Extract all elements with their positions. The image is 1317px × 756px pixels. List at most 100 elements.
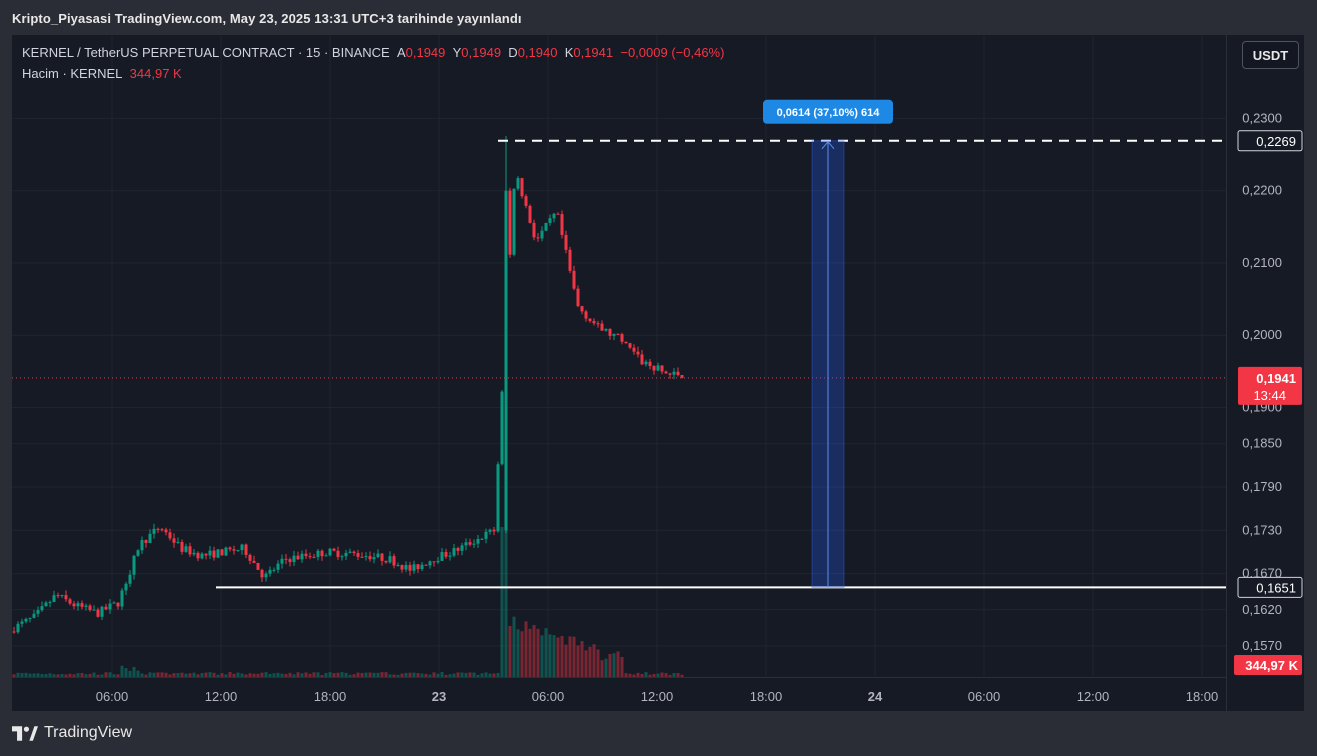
volume-bar — [304, 672, 308, 677]
volume-bar — [104, 672, 108, 677]
candle-body — [464, 542, 468, 546]
time-tick-label: 18:00 — [750, 689, 783, 704]
candle-body — [260, 569, 264, 578]
volume-bar — [612, 653, 616, 677]
candle-body — [476, 538, 480, 544]
time-tick-label: 18:00 — [1186, 689, 1219, 704]
volume-bar — [500, 527, 504, 677]
volume-bar — [428, 674, 432, 677]
candle-body — [396, 565, 400, 567]
solid-level-tag: 0,1651 — [1256, 580, 1296, 595]
candle-body — [196, 552, 200, 559]
tradingview-logo[interactable]: TradingView — [12, 724, 132, 742]
volume-bar — [32, 673, 36, 677]
candle-body — [192, 552, 196, 555]
volume-bar — [108, 672, 112, 677]
volume-bar — [412, 672, 416, 677]
candle-body — [32, 613, 36, 618]
dashed-level-tag-box — [1237, 130, 1303, 152]
volume-bar — [476, 674, 480, 677]
volume-bar — [244, 674, 248, 677]
volume-bar — [460, 672, 464, 677]
volume-bar — [536, 628, 540, 677]
candle-body — [284, 558, 288, 560]
time-tick-label: 06:00 — [968, 689, 1001, 704]
volume-bar — [472, 672, 476, 677]
candle-body — [188, 546, 192, 555]
volume-bar — [320, 674, 324, 677]
price-tick-label: 0,2300 — [1242, 110, 1282, 125]
candle-body — [408, 564, 412, 571]
candle-body — [512, 188, 516, 255]
volume-bar — [296, 672, 300, 677]
candle-body — [504, 190, 508, 531]
currency-button[interactable]: USDT — [1242, 41, 1299, 69]
volume-bar — [488, 673, 492, 677]
candle-body — [220, 549, 224, 556]
volume-bar — [636, 672, 640, 677]
candle-body — [564, 234, 568, 250]
volume-bar — [580, 640, 584, 677]
candle-body — [160, 529, 164, 531]
candle-body — [516, 178, 520, 189]
volume-bar — [260, 672, 264, 677]
volume-bar — [268, 673, 272, 677]
volume-bar — [568, 636, 572, 677]
candle-body — [116, 602, 120, 607]
volume-bar — [232, 673, 236, 677]
candle-body — [240, 544, 244, 551]
volume-bar — [392, 674, 396, 677]
volume-bar — [20, 673, 24, 677]
time-tick-label: 12:00 — [641, 689, 674, 704]
volume-bar — [212, 672, 216, 677]
candle-body — [204, 553, 208, 556]
candle-body — [452, 548, 456, 556]
candle-body — [148, 533, 152, 543]
volume-bar — [584, 650, 588, 677]
candle-body — [596, 323, 600, 325]
candle-body — [356, 553, 360, 557]
candle-body — [324, 555, 328, 557]
volume-bar — [360, 672, 364, 677]
volume-legend: Hacim · KERNEL 344,97 K — [22, 66, 182, 81]
time-tick-label: 23 — [432, 689, 446, 704]
time-tick-label: 18:00 — [314, 689, 347, 704]
candle-body — [272, 569, 276, 571]
volume-bar — [284, 673, 288, 677]
volume-bar — [508, 625, 512, 677]
candle-body — [376, 553, 380, 558]
price-chart[interactable]: 0,23000,22000,21000,20000,19000,18500,17… — [12, 35, 1304, 711]
close-label: K — [564, 45, 574, 60]
candle-body — [544, 222, 548, 231]
candle-body — [304, 553, 308, 557]
candles — [12, 136, 684, 634]
volume-bar — [672, 672, 676, 677]
change-value: −0,0009 (−0,46%) — [620, 45, 725, 60]
candle-body — [332, 548, 336, 551]
candle-body — [208, 550, 212, 556]
volume-bar — [292, 674, 296, 677]
candle-body — [508, 190, 512, 255]
candle-body — [608, 328, 612, 336]
chart-panel[interactable]: 0,2300 0,2200 0,2100 0,2000 0,1900 0,1850 0,17… — [12, 35, 1304, 711]
close-value: 0,1941 — [573, 45, 614, 60]
low-value: 0,1940 — [517, 45, 558, 60]
volume-bar — [372, 672, 376, 677]
volume-bar — [28, 673, 32, 677]
candle-body — [528, 205, 532, 223]
candle-body — [628, 343, 632, 348]
candle-body — [228, 547, 232, 550]
candle-body — [112, 602, 116, 604]
candle-body — [680, 375, 684, 378]
volume-bar — [316, 672, 320, 677]
volume-bar — [192, 672, 196, 677]
candle-body — [156, 528, 160, 530]
volume-bar — [544, 628, 548, 677]
candle-body — [460, 545, 464, 551]
volume-bar — [272, 673, 276, 677]
volume-bar — [356, 672, 360, 677]
candle-body — [52, 595, 56, 602]
volume-bar — [60, 673, 64, 677]
candle-body — [164, 529, 168, 533]
candle-body — [368, 556, 372, 560]
